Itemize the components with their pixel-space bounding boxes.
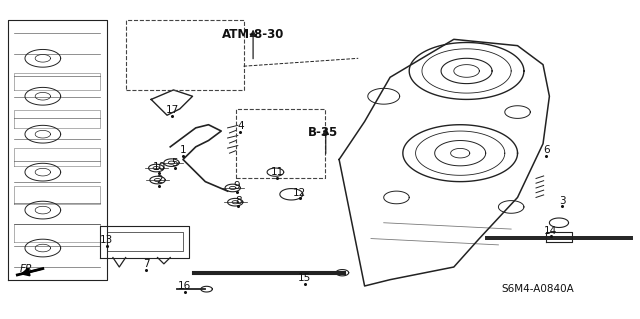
Text: 9: 9: [234, 182, 241, 191]
Text: 6: 6: [543, 145, 550, 155]
Text: 13: 13: [100, 235, 113, 245]
Text: 16: 16: [179, 281, 191, 291]
Text: 17: 17: [166, 106, 179, 115]
Text: 4: 4: [237, 121, 244, 131]
Text: 1: 1: [180, 145, 186, 155]
Text: 5: 5: [172, 158, 178, 168]
Text: 15: 15: [298, 273, 311, 283]
Text: S6M4-A0840A: S6M4-A0840A: [502, 284, 574, 294]
Text: B-35: B-35: [308, 126, 339, 139]
Text: 2: 2: [156, 175, 163, 185]
Text: 7: 7: [143, 259, 149, 269]
Text: 3: 3: [559, 196, 566, 206]
Text: 14: 14: [544, 226, 557, 236]
Text: 8: 8: [235, 196, 242, 206]
Text: 10: 10: [153, 162, 166, 172]
Text: 11: 11: [271, 167, 284, 177]
Text: ATM-8-30: ATM-8-30: [222, 28, 284, 41]
Text: 12: 12: [293, 188, 306, 198]
Text: FR.: FR.: [20, 263, 36, 274]
